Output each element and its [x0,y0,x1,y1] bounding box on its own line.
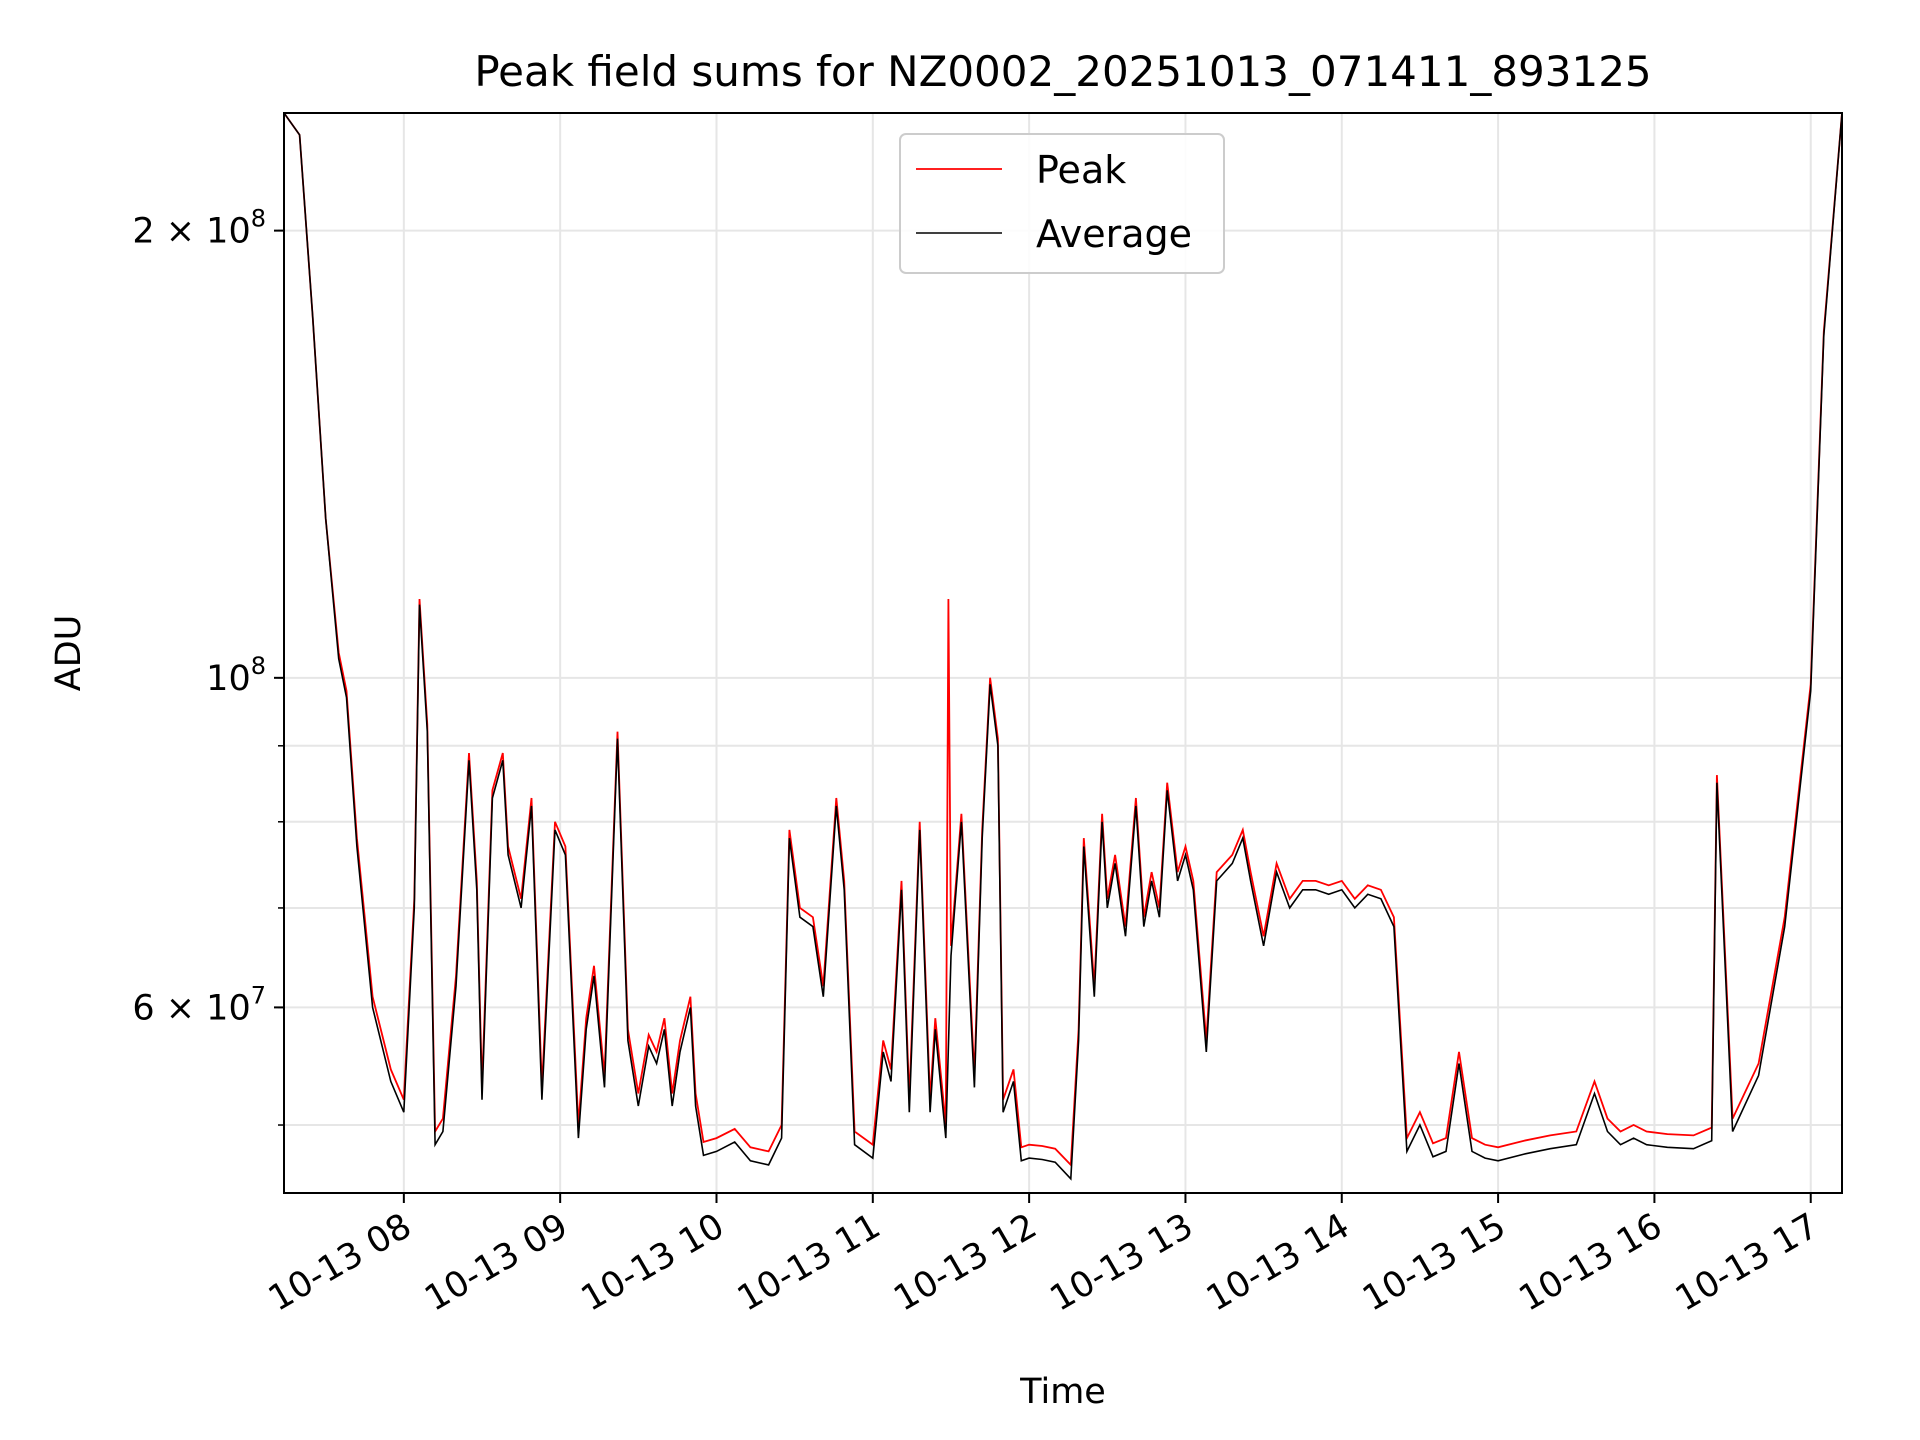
x-axis-ticks: 10-13 08 10-13 09 10-13 10 10-13 11 10-13 12… [262,1193,1825,1319]
x-axis-label: Time [1019,1372,1106,1412]
x-tick-label: 10-13 16 [1513,1206,1669,1319]
legend-peak-label: Peak [1036,148,1126,192]
y-tick-label: 2 × 108 [132,205,266,252]
x-tick-label: 10-13 17 [1669,1206,1825,1319]
y-axis-ticks: 2 × 108 108 6 × 107 [132,205,284,1126]
x-tick-label: 10-13 10 [575,1206,731,1319]
y-tick-label: 108 [206,652,266,699]
x-tick-label: 10-13 09 [418,1206,574,1319]
chart-title: Peak field sums for NZ0002_20251013_0714… [474,47,1651,96]
y-axis-label: ADU [49,615,89,692]
x-tick-label: 10-13 14 [1200,1206,1356,1319]
x-tick-label: 10-13 15 [1356,1206,1512,1319]
legend-average-label: Average [1036,212,1192,256]
y-tick-label: 6 × 107 [132,981,266,1028]
plot-frame [283,112,1843,1194]
x-tick-label: 10-13 11 [731,1206,887,1319]
grid-lines [284,113,1842,1193]
average-series-line [284,113,1842,1181]
legend: Peak Average [899,133,1225,274]
x-tick-label: 10-13 13 [1044,1206,1200,1319]
x-tick-label: 10-13 12 [887,1206,1043,1319]
x-tick-label: 10-13 08 [262,1206,418,1319]
